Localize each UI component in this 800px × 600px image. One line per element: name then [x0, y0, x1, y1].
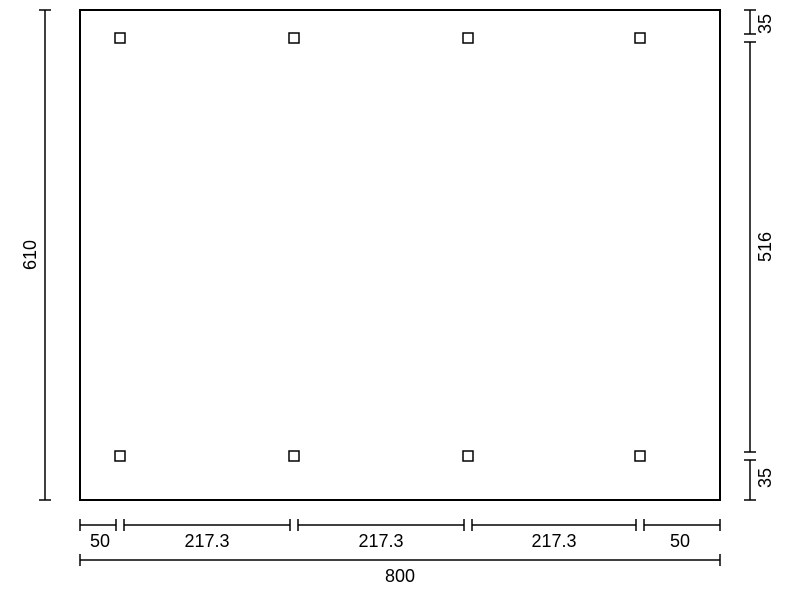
post: [289, 33, 299, 43]
plan-outline: [80, 10, 720, 500]
dim-left-value: 610: [20, 240, 40, 270]
post: [635, 33, 645, 43]
post: [115, 33, 125, 43]
post: [463, 451, 473, 461]
dim-bottom-seg-3: 217.3: [531, 531, 576, 551]
dim-bottom-total-value: 800: [385, 566, 415, 586]
posts-group: [115, 33, 645, 461]
post: [289, 451, 299, 461]
dim-right-top: 35: [755, 14, 775, 34]
dim-bottom-seg-1: 217.3: [184, 531, 229, 551]
dim-bottom-total: 800: [80, 554, 720, 586]
dim-bottom-seg-0: 50: [90, 531, 110, 551]
dim-right-bot: 35: [755, 468, 775, 488]
dim-bottom-segments: 50 217.3 217.3 217.3 50: [80, 519, 720, 551]
post: [635, 451, 645, 461]
dim-bottom-seg-4: 50: [670, 531, 690, 551]
dim-left-total: 610: [20, 10, 51, 500]
dim-bottom-seg-2: 217.3: [358, 531, 403, 551]
post: [115, 451, 125, 461]
plan-drawing: 610 35 516 35 50 217.3 217.3 217.3 50 800: [0, 0, 800, 600]
dim-right-stack: 35 516 35: [744, 10, 775, 500]
dim-right-mid: 516: [755, 232, 775, 262]
post: [463, 33, 473, 43]
